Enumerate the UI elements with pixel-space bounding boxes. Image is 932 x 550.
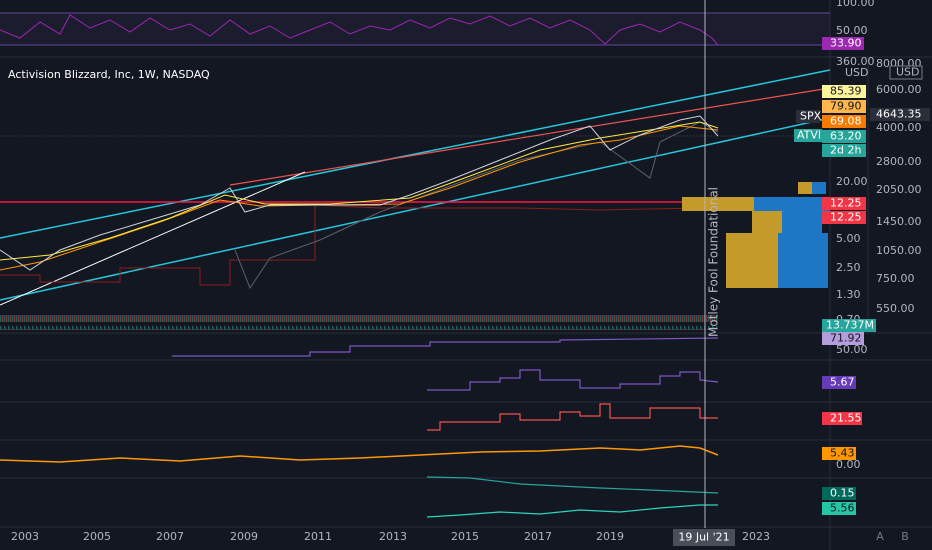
scale-label: 50.00: [836, 24, 868, 37]
symbol-tag: [796, 110, 820, 123]
scale-label: 5.00: [836, 232, 861, 245]
badge: [889, 65, 923, 80]
badge: [822, 130, 866, 143]
scale-unit: USD: [845, 66, 869, 79]
badge-label: 2d 2h: [830, 144, 861, 157]
badge: [822, 412, 862, 425]
scale-button[interactable]: B: [901, 530, 909, 543]
scale-label: 50.00: [836, 343, 868, 356]
annotation: Motley Fool Foundational: [707, 187, 721, 337]
badge: [822, 115, 866, 128]
badge-label: 12.25: [830, 211, 862, 224]
badge: [822, 37, 864, 50]
symbol-label: SPX: [800, 110, 822, 123]
badge: [822, 487, 856, 500]
scale-label: 4000.00: [876, 121, 922, 134]
cursor-label: 19 Jul '21: [678, 531, 729, 544]
badge-label: 4643.35: [876, 108, 922, 121]
badge: [870, 108, 930, 121]
scale-label: 2.50: [836, 261, 861, 274]
scale-unit: USD: [896, 66, 920, 79]
badge: [822, 85, 866, 98]
scale-label: 2800.00: [876, 155, 922, 168]
badge-label: 12.25: [830, 197, 862, 210]
scale-label: 0.00: [836, 458, 861, 471]
x-tick-label: 2013: [379, 530, 407, 543]
scale-label: 6000.00: [876, 83, 922, 96]
badge: [822, 319, 876, 332]
badge-label: 13.737M: [826, 319, 874, 332]
scale-label: 1450.00: [876, 215, 922, 228]
symbol-tag: [794, 129, 822, 142]
scale-label: 2050.00: [876, 183, 922, 196]
badge-label: 33.90: [830, 37, 862, 50]
scale-label: 550.00: [876, 302, 915, 315]
cursor-badge: [673, 529, 735, 546]
scale-label: 1.30: [836, 288, 861, 301]
x-axis: 2003 2005 2007 2009 2011 2013 2015 2017 …: [11, 529, 770, 546]
badge-label: 5.56: [830, 502, 855, 515]
x-tick-label: 2005: [83, 530, 111, 543]
badge: [822, 502, 856, 515]
badge-label: 0.15: [830, 487, 855, 500]
scale-button[interactable]: A: [876, 530, 884, 543]
price-drawings: [0, 69, 831, 330]
scale-label: 100.00: [836, 0, 875, 9]
badge-label: 63.20: [830, 130, 862, 143]
rsi-pane: [0, 12, 830, 46]
scale-label: 750.00: [876, 272, 915, 285]
x-tick-label: 2007: [156, 530, 184, 543]
badge-label: 79.90: [830, 100, 862, 113]
badge: [822, 211, 866, 224]
x-tick-label: 2017: [524, 530, 552, 543]
badge-label: 85.39: [830, 85, 862, 98]
badge: [822, 144, 866, 157]
badge: [822, 197, 866, 210]
x-tick-label: 2009: [230, 530, 258, 543]
badge-label: 5.67: [830, 376, 855, 389]
badge: [822, 100, 866, 113]
badge-label: 21.55: [830, 412, 862, 425]
indicator-lines: [0, 337, 719, 518]
badge-label: 69.08: [830, 115, 862, 128]
scale-label: 360.00: [836, 55, 875, 68]
x-tick-label: 2015: [451, 530, 479, 543]
chart-title: Activision Blizzard, Inc, 1W, NASDAQ: [8, 68, 210, 81]
x-tick-label: 2023: [742, 530, 770, 543]
badge: [822, 332, 864, 345]
scale-label: 20.00: [836, 175, 868, 188]
badge-label: 5.43: [830, 447, 855, 460]
x-tick-label: 2003: [11, 530, 39, 543]
scale-label: 1050.00: [876, 244, 922, 257]
badge: [822, 376, 856, 389]
symbol-label: ATVI: [797, 129, 821, 142]
x-tick-label: 2011: [304, 530, 332, 543]
badge-label: 71.92: [830, 332, 862, 345]
x-tick-label: 2019: [596, 530, 624, 543]
badge: [822, 447, 856, 460]
